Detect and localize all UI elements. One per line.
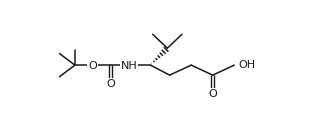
Text: O: O <box>106 79 115 89</box>
Text: O: O <box>88 61 97 71</box>
Text: NH: NH <box>121 61 137 71</box>
Text: O: O <box>208 89 217 99</box>
Text: OH: OH <box>238 60 255 70</box>
